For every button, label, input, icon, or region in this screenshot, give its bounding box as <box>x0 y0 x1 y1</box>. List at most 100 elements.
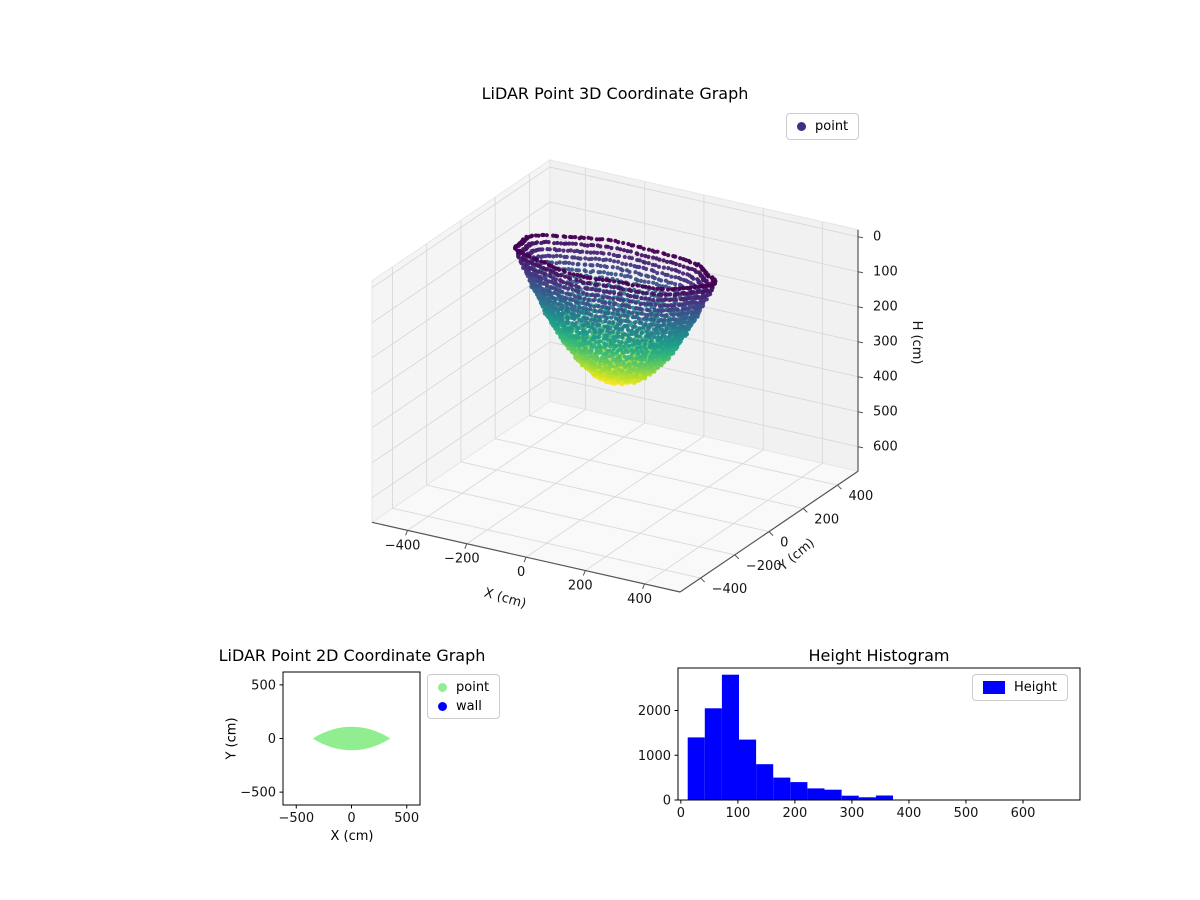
grid-line <box>549 201 859 273</box>
tick-mark <box>405 530 409 536</box>
grid-line <box>529 415 838 486</box>
tick-label: −400 <box>385 538 421 553</box>
tick-mark <box>857 446 864 449</box>
tick-label: 200 <box>782 806 807 821</box>
tick-label: 600 <box>873 440 898 455</box>
point-marker-icon <box>438 682 447 692</box>
tick-label: 200 <box>568 579 593 594</box>
tick-label: 100 <box>873 265 898 280</box>
legend-item-point-2d: point <box>438 680 489 695</box>
height-swatch-icon <box>983 681 1005 694</box>
tick-mark <box>768 531 774 536</box>
histogram-title: Height Histogram <box>808 646 950 665</box>
chart-3d-scatter: −400 −200 0 200 400 −400 −200 0 200 400 0 100 200 300… <box>370 159 924 612</box>
tick-label: 0 <box>268 732 276 747</box>
tick-label: 0 <box>677 806 685 821</box>
tick-mark <box>857 411 864 414</box>
tick-mark <box>837 484 842 490</box>
tick-mark <box>464 543 468 549</box>
histogram-legend: Height <box>972 674 1068 701</box>
tick-label: −200 <box>746 559 782 574</box>
histogram-bar <box>721 674 739 800</box>
tick-label: 0 <box>873 230 881 245</box>
tick-label: 500 <box>873 405 898 420</box>
chart2d-title: LiDAR Point 2D Coordinate Graph <box>218 646 486 665</box>
tick-mark <box>523 556 527 563</box>
grid-line <box>371 271 551 394</box>
histogram-bar <box>704 708 722 800</box>
grid-line <box>426 484 735 556</box>
tick-label: 0 <box>780 536 788 551</box>
legend-label-point-3d: point <box>815 119 849 134</box>
tick-label: 500 <box>954 806 979 821</box>
tick-label: 400 <box>896 806 921 821</box>
grid-line <box>549 376 859 448</box>
legend-item-height: Height <box>983 680 1057 695</box>
legend-item-wall-2d: wall <box>438 699 489 714</box>
histogram-bar <box>790 782 808 800</box>
chart3d-legend: point <box>786 113 860 140</box>
grid-line <box>371 341 551 464</box>
legend-label-point-2d: point <box>456 679 490 695</box>
tick-label: 300 <box>839 806 864 821</box>
tick-label: 400 <box>849 489 874 504</box>
tick-label: 600 <box>1011 806 1036 821</box>
chart2d-x-axis-label: X (cm) <box>330 829 374 844</box>
tick-label: 200 <box>873 300 898 315</box>
axes-frame <box>677 667 1081 801</box>
histogram-bar <box>756 764 774 800</box>
x-axis-label-3d: X (cm) <box>482 586 527 612</box>
grid-line <box>495 438 804 509</box>
grid-line <box>371 201 551 324</box>
z-axis-label-3d: H (cm) <box>909 321 924 365</box>
point-marker-icon <box>797 122 806 131</box>
tick-mark <box>700 577 705 583</box>
tick-label: 0 <box>663 794 671 809</box>
point-cloud-3d <box>513 232 718 387</box>
grid-line <box>371 306 551 429</box>
legend-label-wall-2d: wall <box>456 698 482 714</box>
tick-mark <box>857 306 864 309</box>
tick-label: 200 <box>814 512 839 527</box>
histogram-bar <box>824 789 842 800</box>
tick-label: 500 <box>251 678 276 693</box>
tick-mark <box>802 508 808 513</box>
grid-line <box>371 166 551 289</box>
tick-label: 0 <box>347 811 355 826</box>
tick-mark <box>857 236 864 239</box>
histogram-bars <box>687 674 893 800</box>
legend-label-height: Height <box>1014 680 1057 695</box>
grid-line <box>549 166 859 238</box>
histogram-bar <box>773 777 791 800</box>
legend-item-point-3d: point <box>797 119 848 134</box>
tick-label: −400 <box>712 582 748 597</box>
wall-marker-icon <box>438 701 447 711</box>
grid-line <box>371 376 551 499</box>
tick-label: 400 <box>873 370 898 385</box>
tick-mark <box>857 376 864 379</box>
grid-line <box>460 461 770 533</box>
tick-label: 2000 <box>638 704 671 719</box>
histogram-bar <box>858 797 876 800</box>
tick-label: 400 <box>627 592 652 607</box>
tick-label: 1000 <box>638 749 671 764</box>
tick-mark <box>582 570 586 576</box>
chart-2d-scatter: −500 0 500 −500 0 500 <box>240 671 421 826</box>
tick-mark <box>642 583 646 590</box>
grid-line <box>392 507 701 579</box>
tick-label: 0 <box>517 565 525 580</box>
histogram-bar <box>739 739 757 800</box>
tick-label: 100 <box>725 806 750 821</box>
grid-line <box>679 470 859 593</box>
tick-label: −500 <box>240 786 276 801</box>
chart3d-title: LiDAR Point 3D Coordinate Graph <box>481 84 749 103</box>
tick-label: 500 <box>394 811 419 826</box>
histogram-bar <box>807 788 825 800</box>
tick-label: −200 <box>444 552 480 567</box>
histogram-bar <box>875 795 893 800</box>
point-blob <box>312 726 391 751</box>
tick-label: −500 <box>278 811 314 826</box>
chart2d-y-axis-label: Y (cm) <box>224 717 240 760</box>
